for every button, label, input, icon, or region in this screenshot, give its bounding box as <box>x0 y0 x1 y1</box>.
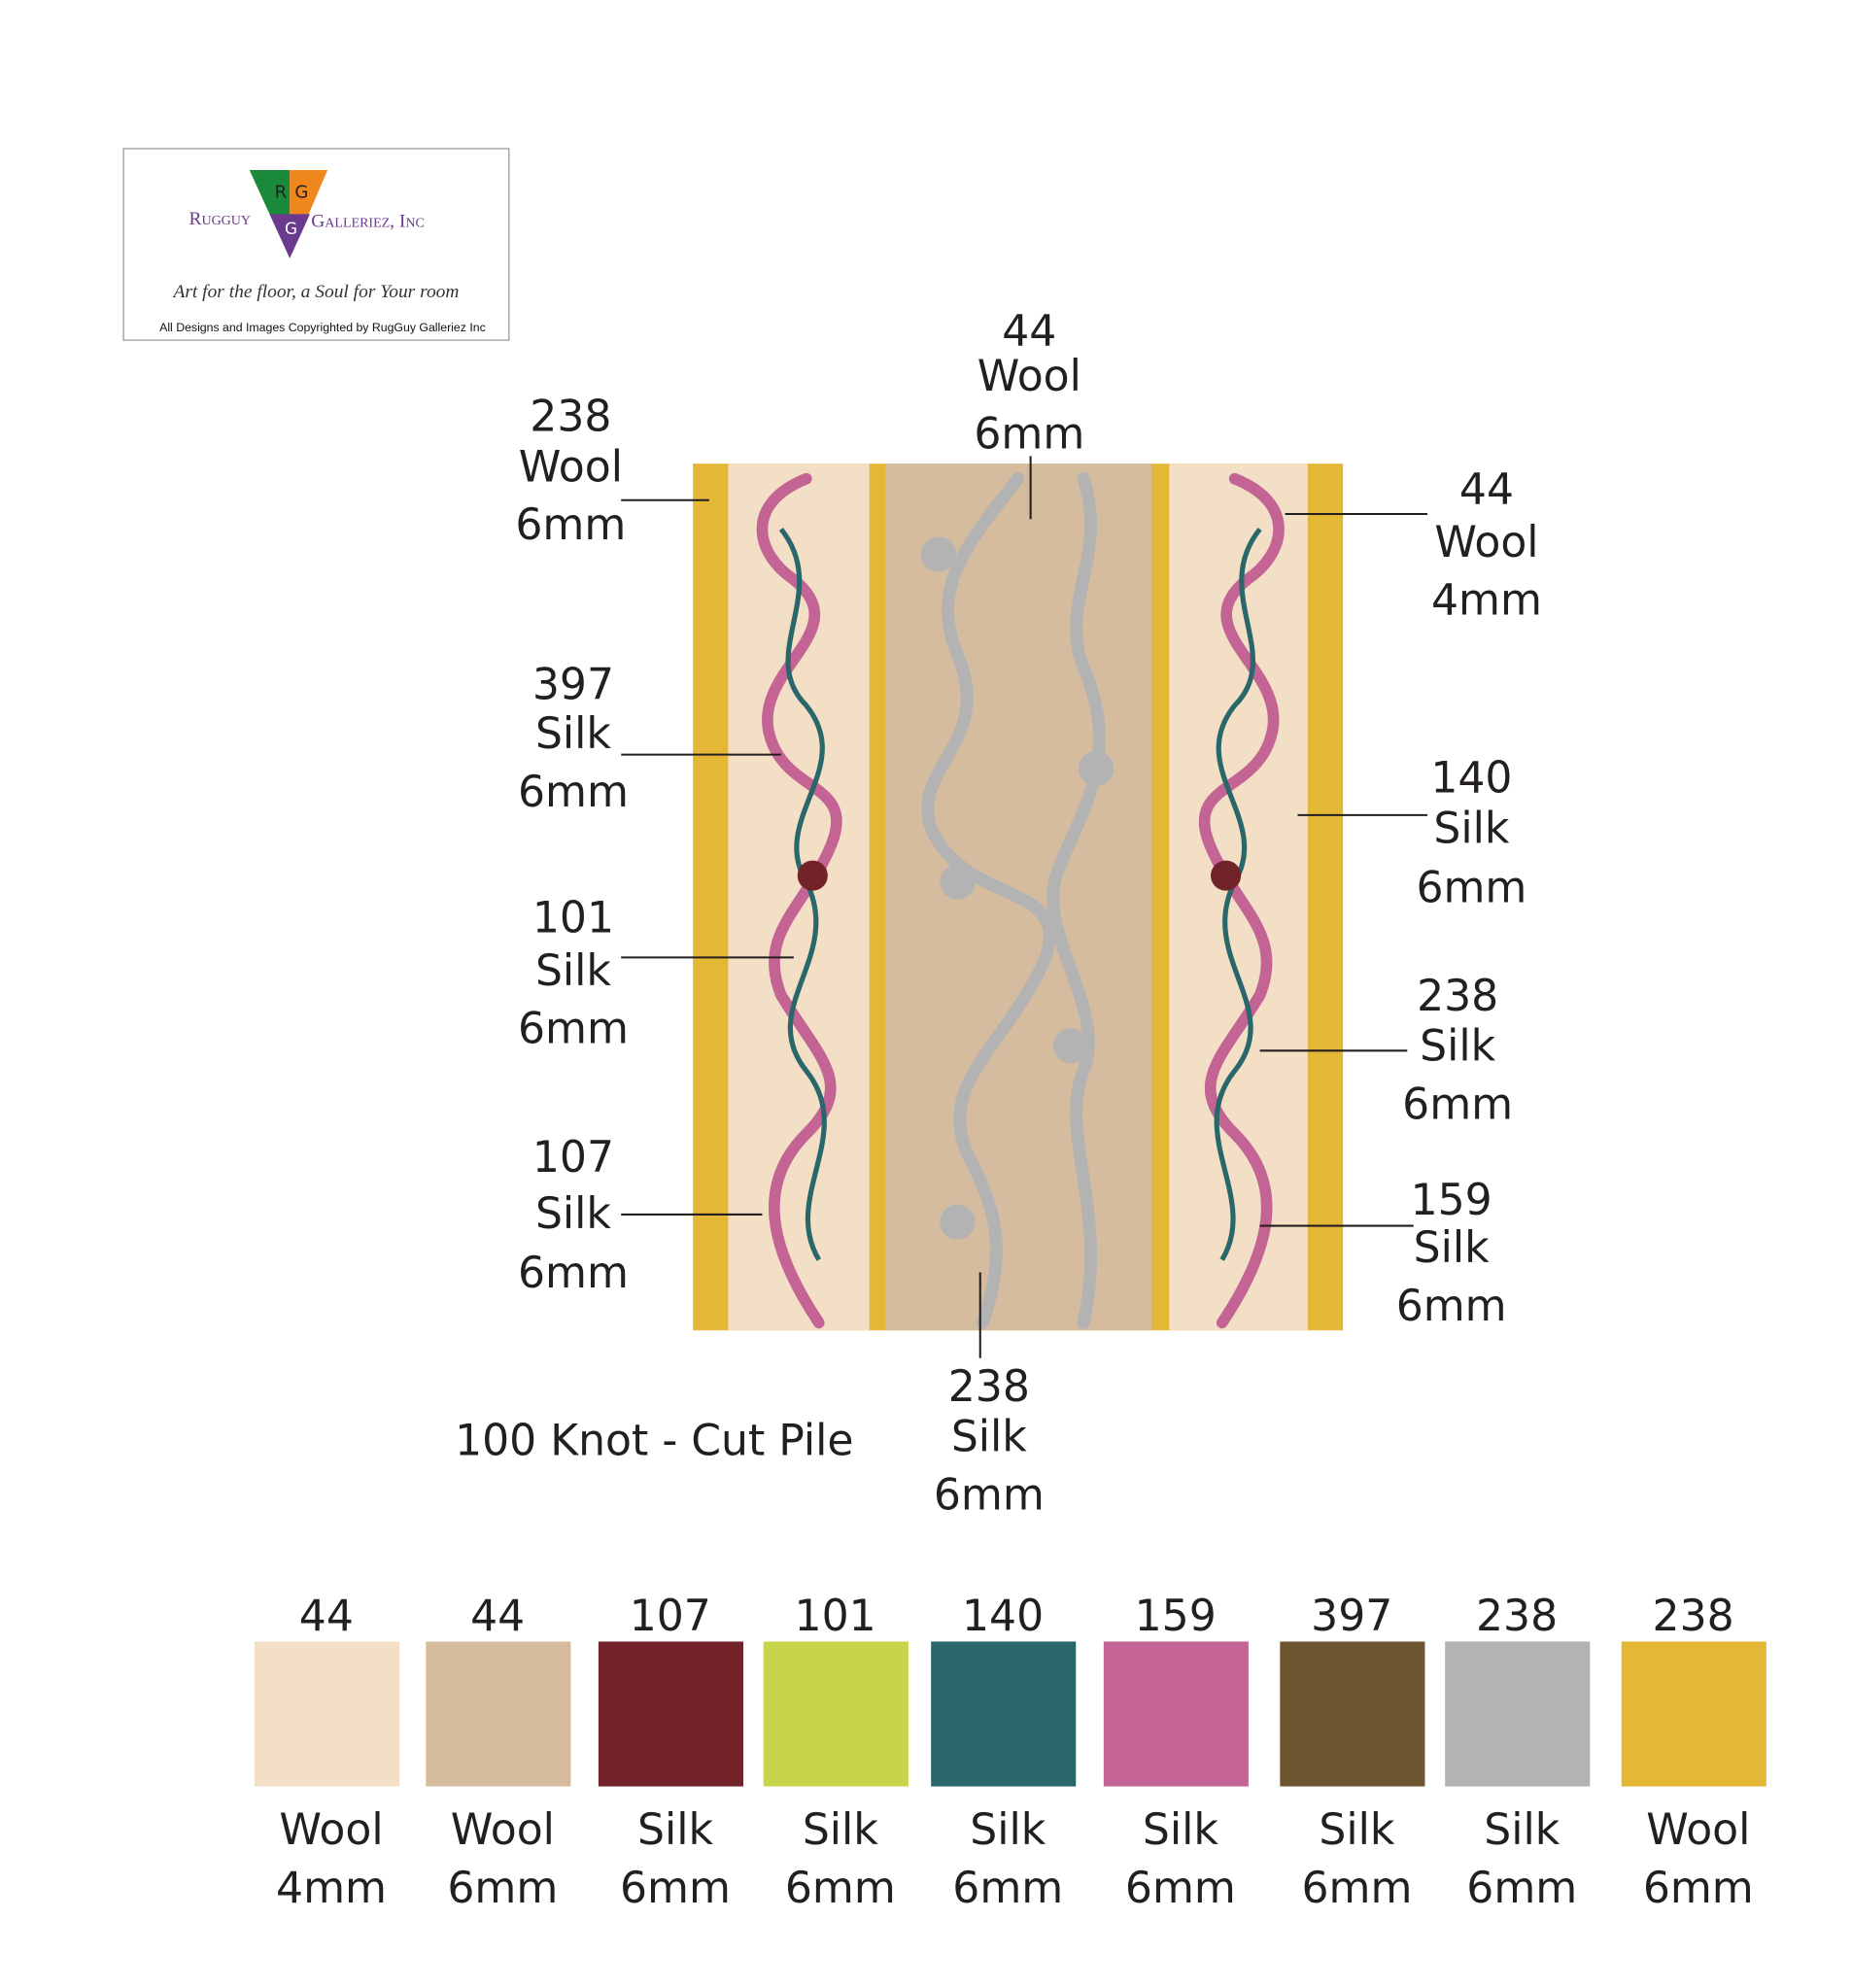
callout-code: 107 <box>532 1133 614 1183</box>
monogram: G <box>285 219 297 238</box>
logo-purple <box>269 214 310 258</box>
callout-material: Silk <box>535 1189 611 1239</box>
monogram: G <box>294 183 308 203</box>
callout-code: 238 <box>530 392 611 441</box>
swatch <box>1445 1641 1591 1787</box>
callout-material: Wool <box>1434 518 1538 567</box>
swatch <box>598 1641 743 1787</box>
callout-material: Silk <box>535 946 611 996</box>
callout-material: Wool <box>977 352 1081 401</box>
swatch-material: Silk <box>970 1805 1046 1855</box>
logo-orange <box>290 170 328 258</box>
field-scrolls <box>920 472 1115 1329</box>
swatch-material: Wool <box>279 1805 383 1855</box>
swatch <box>254 1641 400 1787</box>
callout-material: Silk <box>1414 1223 1490 1273</box>
swatch-material: Silk <box>803 1805 878 1855</box>
callout-material: Wool <box>519 442 623 492</box>
callout-code: 397 <box>532 661 614 710</box>
brand-left: Rugguy <box>189 209 252 229</box>
callout-material: Silk <box>951 1413 1027 1462</box>
callout-size: 6mm <box>1402 1080 1513 1129</box>
callout-code: 238 <box>948 1362 1030 1412</box>
swatch-code: 101 <box>795 1592 876 1641</box>
swatch-size: 6mm <box>447 1864 558 1913</box>
swatch <box>1280 1641 1425 1787</box>
callout-size: 6mm <box>1396 1282 1507 1331</box>
swatch-code: 238 <box>1653 1592 1734 1641</box>
callout-size: 6mm <box>518 768 629 817</box>
callout-code: 101 <box>532 893 614 943</box>
swatch-code: 44 <box>470 1592 525 1641</box>
swatch-size: 6mm <box>785 1864 896 1913</box>
callout-code: 159 <box>1411 1176 1492 1225</box>
swatch <box>426 1641 571 1787</box>
swatch <box>763 1641 909 1787</box>
swatch <box>1621 1641 1766 1787</box>
swatch-size: 6mm <box>1643 1864 1754 1913</box>
rug <box>693 463 1344 1331</box>
swatch-size: 4mm <box>276 1864 387 1913</box>
callout-code: 44 <box>1002 306 1056 356</box>
callout-code: 44 <box>1459 465 1514 515</box>
callout-code: 238 <box>1417 972 1498 1021</box>
construction-label: 100 Knot - Cut Pile <box>455 1417 853 1466</box>
callout-size: 6mm <box>1416 863 1526 912</box>
band-scrolls <box>756 472 1285 1329</box>
callout-size: 6mm <box>934 1470 1045 1520</box>
swatch-code: 44 <box>299 1592 354 1641</box>
callout-code: 140 <box>1430 754 1512 804</box>
callout-material: Silk <box>535 709 611 759</box>
swatch-size: 6mm <box>1466 1864 1577 1913</box>
callout-size: 6mm <box>515 500 626 550</box>
swatch-material: Wool <box>451 1805 555 1855</box>
callout-size: 4mm <box>1431 576 1542 626</box>
logo: R G G Rugguy Galleriez, Inc Art for the … <box>122 148 510 341</box>
swatch-code: 159 <box>1135 1592 1217 1641</box>
monogram: R <box>275 183 288 203</box>
swatch-material: Silk <box>1143 1805 1218 1855</box>
callout-size: 6mm <box>518 1005 629 1054</box>
callout-material: Silk <box>1433 804 1509 853</box>
swatch-size: 6mm <box>1125 1864 1236 1913</box>
swatch-material: Silk <box>637 1805 713 1855</box>
swatch-material: Silk <box>1319 1805 1394 1855</box>
swatch <box>931 1641 1077 1787</box>
swatch-size: 6mm <box>1301 1864 1412 1913</box>
swatch-size: 6mm <box>952 1864 1063 1913</box>
swatch-code: 140 <box>962 1592 1044 1641</box>
tagline: Art for the floor, a Soul for Your room <box>171 282 459 302</box>
swatch-code: 238 <box>1476 1592 1558 1641</box>
swatch-material: Silk <box>1484 1805 1560 1855</box>
swatch-material: Wool <box>1646 1805 1750 1855</box>
swatch-size: 6mm <box>620 1864 731 1913</box>
swatch <box>1103 1641 1249 1787</box>
callout-material: Silk <box>1420 1022 1495 1072</box>
swatch-code: 107 <box>630 1592 711 1641</box>
copyright: All Designs and Images Copyrighted by Ru… <box>159 321 486 334</box>
callout-size: 6mm <box>974 410 1084 460</box>
brand-right: Galleriez, Inc <box>311 211 425 231</box>
swatch-code: 397 <box>1311 1592 1392 1641</box>
callout-size: 6mm <box>518 1249 629 1298</box>
